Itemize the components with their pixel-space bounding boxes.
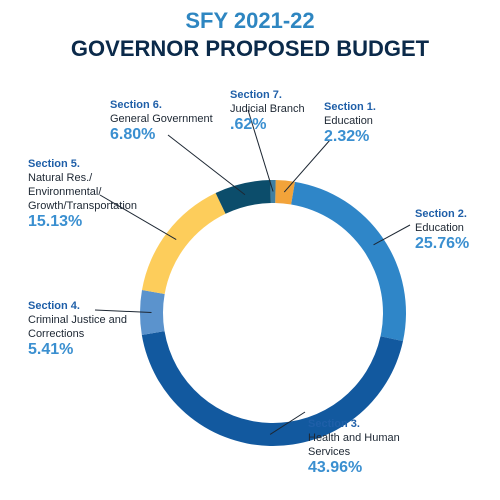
donut-slice-section-6 bbox=[215, 180, 271, 214]
label-section-2-value: 25.76% bbox=[415, 235, 470, 252]
leader-line-section-2 bbox=[373, 224, 411, 246]
leader-line-section-6 bbox=[167, 134, 246, 196]
label-section-7-value: .62% bbox=[230, 116, 267, 133]
donut-slice-section-4 bbox=[140, 289, 165, 335]
label-section-3: Section 3. Health and Human Services 43.… bbox=[308, 417, 418, 477]
label-section-5-section: Section 5. bbox=[28, 158, 80, 170]
label-section-6-section: Section 6. bbox=[110, 99, 162, 111]
donut-slice-section-3 bbox=[141, 331, 403, 447]
donut-slice-section-2 bbox=[291, 181, 406, 342]
leader-line-section-3 bbox=[269, 411, 306, 435]
label-section-1-section: Section 1. bbox=[324, 101, 376, 113]
label-section-6: Section 6. General Government 6.80% bbox=[110, 98, 213, 144]
label-section-6-value: 6.80% bbox=[110, 126, 156, 143]
label-section-4-name: Criminal Justice and Corrections bbox=[28, 314, 128, 340]
donut-slice-section-7 bbox=[270, 180, 276, 204]
label-section-2-name: Education bbox=[415, 222, 464, 234]
leader-line-section-4 bbox=[94, 309, 152, 314]
chart-subtitle: GOVERNOR PROPOSED BUDGET bbox=[70, 36, 430, 61]
leader-line-section-5 bbox=[99, 194, 177, 240]
label-section-1: Section 1. Education 2.32% bbox=[324, 100, 376, 146]
label-section-4-section: Section 4. bbox=[28, 300, 80, 312]
leader-line-section-1 bbox=[283, 139, 331, 193]
donut-slice-section-5 bbox=[142, 193, 226, 294]
label-section-2: Section 2. Education 25.76% bbox=[415, 207, 469, 253]
label-section-7: Section 7. Judicial Branch .62% bbox=[230, 88, 305, 134]
label-section-3-name: Health and Human Services bbox=[308, 432, 400, 458]
label-section-4-value: 5.41% bbox=[28, 341, 74, 358]
label-section-2-section: Section 2. bbox=[415, 208, 467, 220]
chart-title: SFY 2021-22 bbox=[185, 8, 315, 33]
label-section-1-value: 2.32% bbox=[324, 128, 370, 145]
label-section-4: Section 4. Criminal Justice and Correcti… bbox=[28, 299, 128, 359]
label-section-7-section: Section 7. bbox=[230, 89, 282, 101]
label-section-5-value: 15.13% bbox=[28, 213, 83, 230]
leader-line-section-7 bbox=[247, 109, 274, 192]
label-section-6-name: General Government bbox=[110, 113, 213, 125]
label-section-7-name: Judicial Branch bbox=[230, 103, 305, 115]
label-section-5-name: Natural Res./ Environmental/ Growth/Tran… bbox=[28, 172, 138, 212]
label-section-3-value: 43.96% bbox=[308, 459, 363, 476]
label-section-1-name: Education bbox=[324, 115, 373, 127]
label-section-5: Section 5. Natural Res./ Environmental/ … bbox=[28, 157, 158, 231]
label-section-3-section: Section 3. bbox=[308, 418, 360, 430]
